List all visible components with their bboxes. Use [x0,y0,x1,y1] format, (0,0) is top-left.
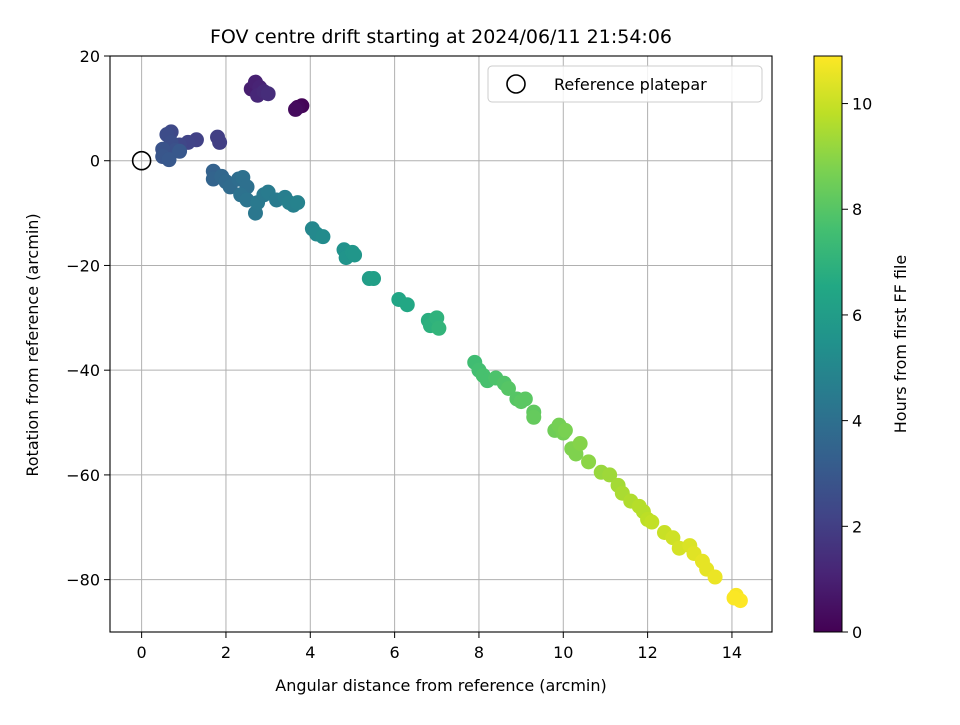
legend-marker [506,74,526,94]
data-point [572,435,588,451]
colorbar-tick-label: 10 [852,95,872,114]
data-point [644,514,660,530]
y-tick-label: 0 [90,152,100,171]
y-tick-label: −40 [66,361,100,380]
data-point [557,422,573,438]
data-point [290,195,306,211]
colorbar-tick-label: 6 [852,306,862,325]
y-tick-label: −60 [66,466,100,485]
data-point [602,467,618,483]
x-tick-label: 4 [305,643,315,662]
data-point [526,409,542,425]
data-point [347,247,363,263]
data-point [500,381,516,397]
data-point [366,271,382,287]
chart-title: FOV centre drift starting at 2024/06/11 … [210,26,672,48]
colorbar-tick-label: 8 [852,200,862,219]
legend-entry-reference: Reference platepar [554,75,707,94]
data-point [288,101,304,117]
data-point [212,134,228,150]
colorbar-tick-label: 4 [852,412,862,431]
data-point [315,229,331,245]
data-point [161,152,177,168]
colorbar-label: Hours from first FF file [891,255,910,434]
x-axis-ticks: 0 2 4 6 8 10 12 14 [137,632,742,662]
legend: Reference platepar [487,65,763,103]
y-tick-label: −20 [66,256,100,275]
reference-platepar-marker [131,150,152,171]
x-tick-label: 0 [137,643,147,662]
data-point [431,320,447,336]
data-point [172,143,188,159]
data-point [707,569,723,585]
data-points [155,74,748,609]
data-point [399,297,415,313]
x-tick-label: 10 [553,643,573,662]
y-axis-label: Rotation from reference (arcmin) [23,213,42,476]
data-point [581,454,597,470]
plot-frame [109,55,773,633]
data-point [726,590,742,606]
colorbar-ticks: 0 2 4 6 8 10 [842,95,872,642]
x-tick-label: 6 [390,643,400,662]
y-tick-label: 20 [80,47,100,66]
x-tick-label: 12 [637,643,657,662]
x-axis-label: Angular distance from reference (arcmin) [275,676,606,695]
x-tick-label: 8 [474,643,484,662]
y-tick-label: −80 [66,571,100,590]
colorbar-tick-label: 2 [852,517,862,536]
data-point [517,391,533,407]
legend-box [487,65,763,103]
data-point [260,86,276,102]
x-tick-label: 2 [221,643,231,662]
colorbar-tick-label: 0 [852,623,862,642]
x-tick-label: 14 [722,643,742,662]
colorbar [813,55,843,633]
y-axis-ticks: −80 −60 −40 −20 0 20 [66,47,110,590]
